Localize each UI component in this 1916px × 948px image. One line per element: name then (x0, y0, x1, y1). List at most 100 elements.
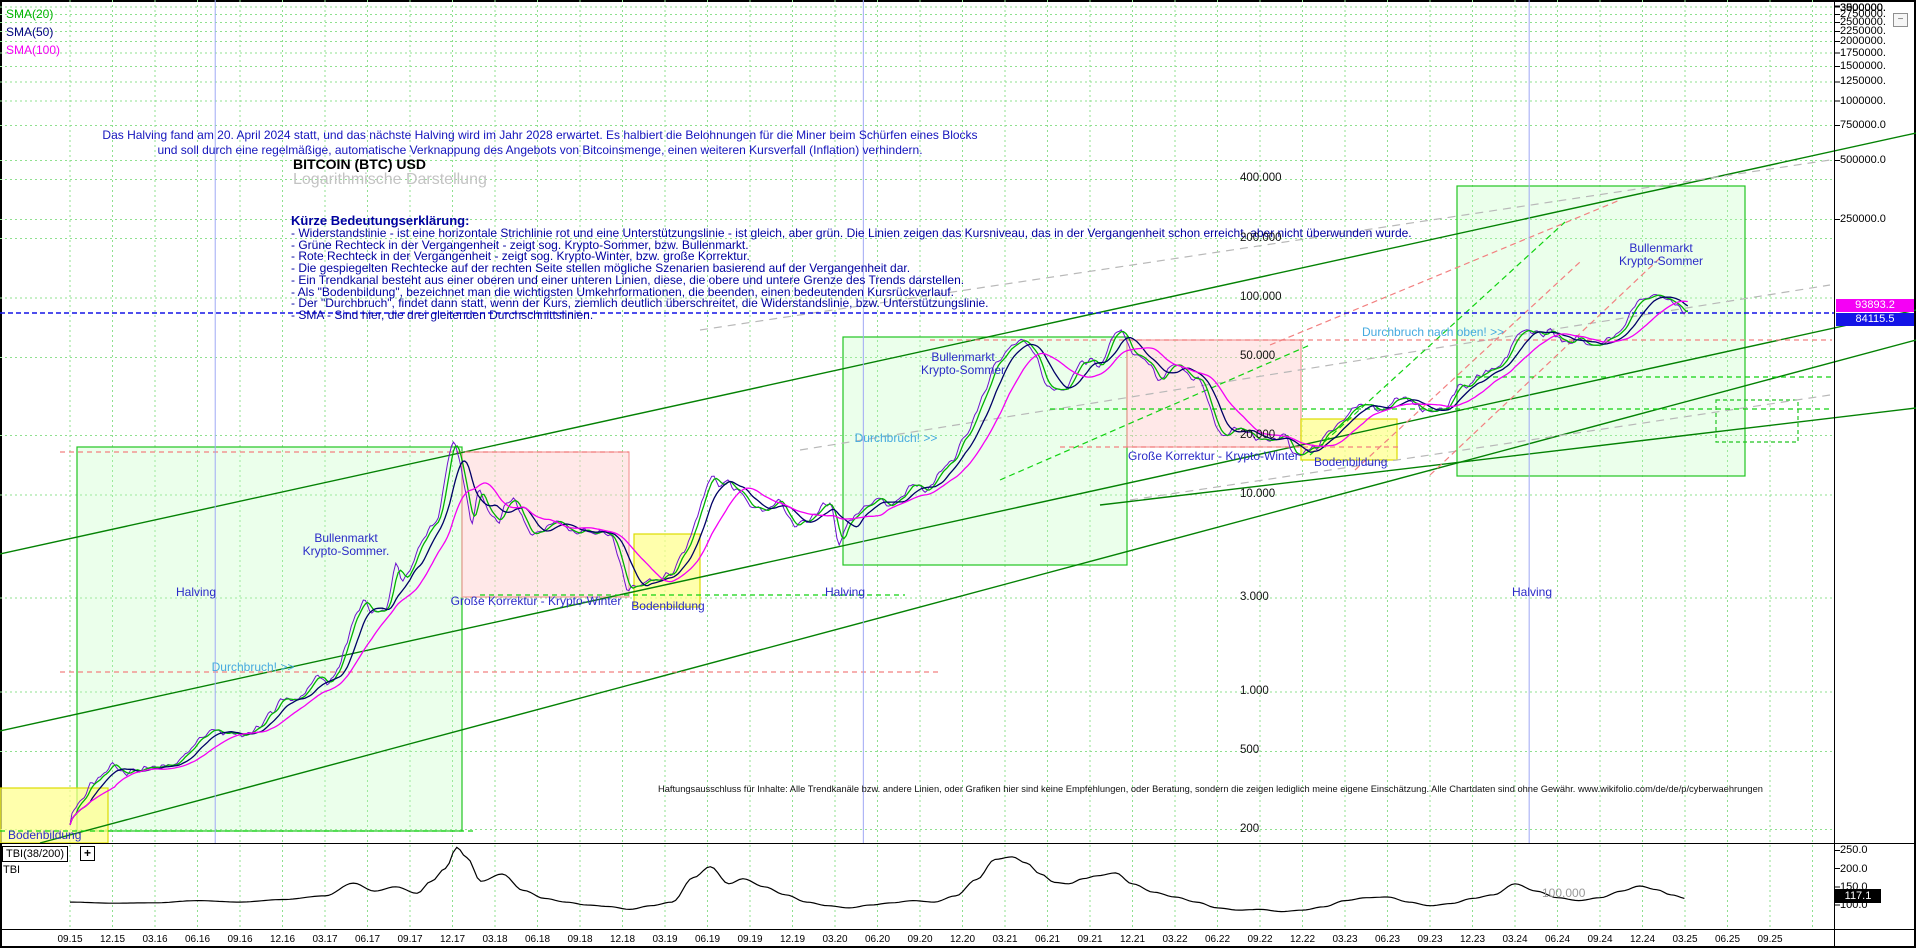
date-tick-label: 06.20 (864, 934, 891, 945)
chart-annotation: Große Korrektur - Krypto-Winter (450, 594, 622, 608)
tbi-last-value-tag: 117.1 (1835, 889, 1881, 903)
chart-annotation: Halving (824, 585, 866, 599)
date-tick-label: 12.21 (1119, 934, 1146, 945)
price-grid-label: 1.000 (1240, 685, 1269, 697)
legend-item: SMA(20) (6, 7, 54, 21)
date-tick-label: 09.19 (737, 934, 763, 945)
price-axis-label: 750000.0 (1840, 119, 1886, 132)
halving-markers (214, 0, 1530, 843)
date-tick-label: 03.20 (822, 934, 848, 945)
chart-annotation: Durchbruch nach oben! >> (1362, 325, 1505, 339)
explanation-line: - SMA - Sind hier, die drei gleitenden D… (291, 307, 594, 322)
explanation-line: - Als "Bodenbildung", bezeichnet man die… (291, 284, 954, 299)
date-tick-label: 03.23 (1332, 934, 1358, 945)
date-tick-label: 09.24 (1587, 934, 1613, 945)
date-tick-label: 12.22 (1289, 934, 1316, 945)
date-tick-label: 06.21 (1034, 934, 1061, 945)
price-grid-label: 200.000 (1240, 231, 1282, 244)
chart-annotation: Bullenmarkt (931, 350, 995, 364)
tbi-axis-label: 250.0 (1840, 844, 1868, 857)
chart-annotation: Bullenmarkt (314, 531, 378, 545)
date-tick-label: 12.24 (1629, 934, 1656, 945)
price-axis-label: 2000000. (1840, 35, 1886, 48)
explanation-heading: Kürze Bedeutungserklärung: (291, 213, 470, 228)
price-axis-label: 3500000. (1840, 2, 1886, 14)
grid (0, 0, 1834, 929)
tbi-axis-label: 200.0 (1840, 862, 1868, 875)
price-axis-label: 1000000. (1840, 94, 1886, 107)
page-title: BITCOIN (BTC) USD (293, 156, 426, 172)
explanation-line: - Widerstandslinie - ist eine horizontal… (291, 226, 1412, 240)
date-tick-label: 03.21 (992, 934, 1018, 945)
date-tick-label: 09.25 (1757, 934, 1783, 945)
chart-annotation: Krypto-Sommer (920, 363, 1006, 377)
legend-item: SMA(100) (6, 43, 61, 57)
chart-annotation: Halving (1511, 585, 1553, 599)
add-indicator-button[interactable]: + (80, 846, 95, 861)
date-tick-label: 09.22 (1247, 934, 1273, 945)
explanation-block: Kürze Bedeutungserklärung: - Widerstands… (291, 214, 1412, 322)
date-tick-label: 12.23 (1459, 934, 1486, 945)
date-tick-label: 03.22 (1162, 934, 1188, 945)
sma100-line (69, 300, 1688, 826)
date-tick-label: 12.16 (269, 934, 296, 945)
date-tick-label: 09.23 (1417, 934, 1443, 945)
chart-annotation: Bullenmarkt (1629, 241, 1693, 255)
price-axis-label: 1500000. (1840, 59, 1886, 72)
explanation-line: - Ein Trendkanal besteht aus einer obere… (291, 272, 965, 287)
chart-annotation: Durchbruch! >> (211, 660, 295, 674)
date-tick-label: 09.15 (57, 934, 83, 945)
chart-annotation: Krypto-Sommer (1618, 254, 1704, 268)
chart-annotation: Bodenbildung (631, 599, 705, 613)
tbi-name-label: TBI (3, 864, 21, 876)
date-tick-label: 03.19 (652, 934, 678, 945)
date-tick-label: 12.15 (99, 934, 126, 945)
tbi-line (70, 846, 1685, 913)
date-tick-label: 12.20 (949, 934, 976, 945)
chart-annotation: Bodenbildung (1314, 455, 1388, 469)
date-tick-label: 06.23 (1374, 934, 1401, 945)
date-tick-label: 09.18 (567, 934, 593, 945)
date-tick-label: 06.18 (524, 934, 551, 945)
chart-annotation: Halving (175, 585, 217, 599)
halving-note-line2: und soll durch eine regelmäßige, automat… (157, 142, 923, 157)
sma50-line (69, 296, 1689, 826)
price-series (69, 294, 1689, 826)
date-tick-label: 12.18 (609, 934, 636, 945)
tbi-indicator-label[interactable]: TBI(38/200) (2, 846, 69, 862)
halving-note: Das Halving fand am 20. April 2024 statt… (60, 128, 1020, 157)
date-tick-label: 09.16 (227, 934, 253, 945)
disclaimer-text: Haftungsausschluss für Inhalte: Alle Tre… (658, 784, 1763, 794)
price-axis-label: 2250000. (1840, 25, 1886, 38)
halving-note-line1: Das Halving fand am 20. April 2024 statt… (102, 128, 978, 142)
date-tick-label: 09.21 (1077, 934, 1103, 945)
legend-item: SMA(50) (6, 25, 54, 39)
price-axis-label: 1250000. (1840, 75, 1886, 88)
date-tick-label: 03.24 (1502, 934, 1528, 945)
explanation-line: - Rote Rechteck in der Vergangenheit - z… (291, 249, 750, 264)
date-tick-label: 06.25 (1714, 934, 1741, 945)
explanation-line: - Der "Durchbruch", findet dann statt, w… (291, 296, 989, 311)
sma-legend: SMA(20) SMA(50) SMA(100) (6, 5, 60, 59)
price-axis-label: 1750000. (1840, 46, 1886, 59)
price-grid-label: 200 (1240, 822, 1260, 835)
price-grid-label: 100.000 (1240, 291, 1282, 303)
price-grid-label: 500 (1240, 744, 1260, 757)
chart-annotation: 100.000 (1542, 886, 1586, 900)
date-tick-label: 03.16 (142, 934, 168, 945)
price-grid-label: 10.000 (1240, 488, 1276, 500)
chart-annotation: Große Korrektur - Krypto-Winter (1128, 449, 1299, 463)
last-price-tag: 84115.5 (1836, 312, 1914, 326)
date-tick-label: 06.19 (694, 934, 721, 945)
collapse-axis-button[interactable]: − (1893, 13, 1908, 27)
date-tick-label: 09.17 (397, 934, 423, 945)
date-tick-label: 06.16 (184, 934, 211, 945)
price-axis-label: 500000.0 (1840, 153, 1886, 166)
date-tick-label: 06.22 (1204, 934, 1231, 945)
price-axis-label: 250000.0 (1840, 213, 1886, 226)
chart-annotation: Durchbruch! >> (854, 431, 938, 445)
explanation-line: - Die gespiegelten Rechtecke auf der rec… (291, 261, 911, 276)
price-axis-label: 2750000. (1840, 7, 1886, 20)
